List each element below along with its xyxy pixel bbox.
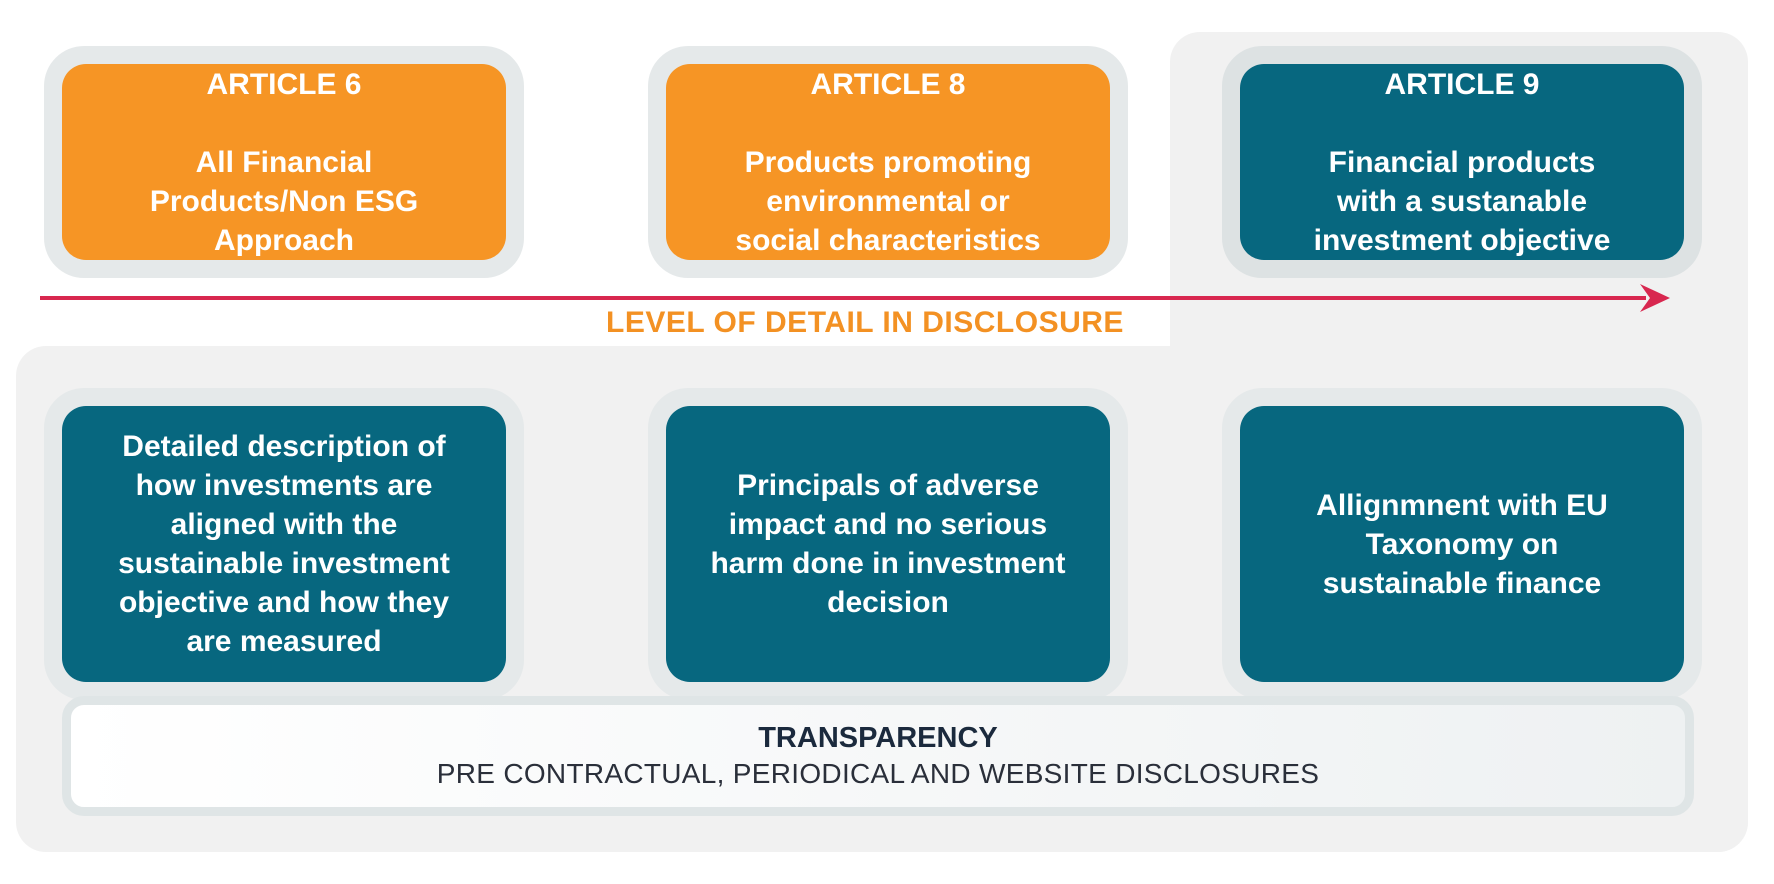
transparency-banner: TRANSPARENCY PRE CONTRACTUAL, PERIODICAL…: [62, 696, 1694, 816]
requirement-card-frame-2: Principals of adverse impact and no seri…: [648, 388, 1128, 700]
level-of-detail-label: LEVEL OF DETAIL IN DISCLOSURE: [606, 306, 1124, 339]
principals-adverse-impact-card: Principals of adverse impact and no seri…: [666, 406, 1110, 682]
article-9-description: Financial products with a sustanable inv…: [1313, 145, 1611, 257]
detailed-description-card: Detailed description of how investments …: [62, 406, 506, 682]
eu-taxonomy-alignment-card: Allignmnent with EU Taxonomy on sustaina…: [1240, 406, 1684, 682]
article-8-card-frame: ARTICLE 8 Products promoting environment…: [648, 46, 1128, 278]
requirement-card-frame-1: Detailed description of how investments …: [44, 388, 524, 700]
article-8-card: ARTICLE 8 Products promoting environment…: [666, 64, 1110, 260]
detailed-description-text: Detailed description of how investments …: [118, 430, 450, 658]
article-9-card: ARTICLE 9 Financial products with a sust…: [1240, 64, 1684, 260]
article-8-description: Products promoting environmental or soci…: [735, 145, 1041, 257]
article-9-title: ARTICLE 9: [1384, 67, 1540, 101]
article-6-title: ARTICLE 6: [206, 67, 362, 101]
article-6-description: All Financial Products/Non ESG Approach: [149, 145, 419, 257]
requirement-card-frame-3: Allignmnent with EU Taxonomy on sustaina…: [1222, 388, 1702, 700]
principals-adverse-impact-text: Principals of adverse impact and no seri…: [710, 469, 1066, 619]
arrow-head: [1640, 284, 1670, 312]
transparency-title: TRANSPARENCY: [758, 722, 998, 754]
eu-taxonomy-alignment-text: Allignmnent with EU Taxonomy on sustaina…: [1316, 488, 1608, 600]
article-6-card-frame: ARTICLE 6 All Financial Products/Non ESG…: [44, 46, 524, 278]
transparency-subtitle: PRE CONTRACTUAL, PERIODICAL AND WEBSITE …: [436, 758, 1320, 789]
article-9-card-frame: ARTICLE 9 Financial products with a sust…: [1222, 46, 1702, 278]
article-8-title: ARTICLE 8: [810, 67, 966, 101]
article-6-card: ARTICLE 6 All Financial Products/Non ESG…: [62, 64, 506, 260]
